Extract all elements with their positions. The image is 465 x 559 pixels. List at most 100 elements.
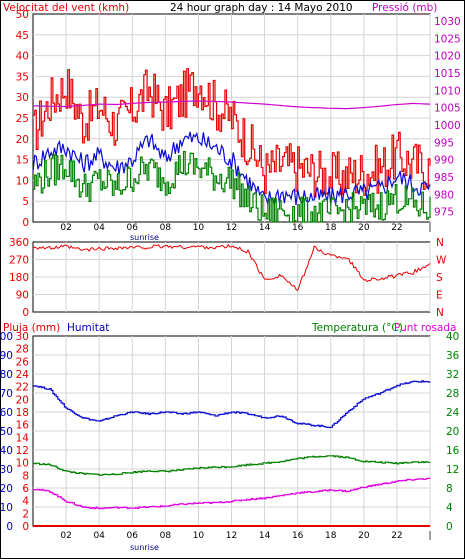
x-tick-label: 18 [325, 223, 337, 233]
compass-tick-label: E [436, 290, 443, 302]
series-direction [32, 243, 431, 292]
rain-tick-label: 22 [16, 382, 29, 394]
x-tick-label: 12 [226, 531, 237, 541]
direction-tick-label: 0 [22, 307, 29, 319]
humidity-tick-label: 90 [0, 350, 13, 362]
pressure-axis-title: Pressió (mb) [372, 2, 437, 14]
rain-tick-label: 24 [16, 369, 30, 381]
x-tick-label: 08 [160, 223, 172, 233]
x-tick-label: 22 [391, 223, 402, 233]
direction-tick-label: 270 [9, 255, 29, 267]
direction-tick-label: 180 [9, 272, 29, 284]
temperature-tick-label: 4 [446, 502, 453, 514]
temperature-tick-label: 36 [446, 350, 460, 362]
x-tick-label: 04 [93, 531, 105, 541]
wind-tick-label: 35 [16, 71, 29, 83]
rain-tick-label: 4 [22, 496, 29, 508]
rain-tick-label: 18 [16, 407, 29, 419]
humidity-tick-label: 40 [0, 445, 13, 457]
temperature-tick-label: 32 [446, 369, 459, 381]
x-tick-label: 20 [358, 223, 370, 233]
x-tick-label: 20 [358, 531, 370, 541]
rain-tick-label: 8 [22, 470, 29, 482]
dewpoint-axis-title: Punt rosada [394, 322, 456, 334]
temperature-axis-title: Temperatura (°C) [311, 322, 403, 334]
wind-tick-label: 10 [16, 175, 29, 187]
wind-direction-grid [33, 242, 431, 312]
wind-tick-label: 5 [22, 196, 29, 208]
pressure-tick-label: 1010 [434, 85, 461, 97]
wind-pressure-grid [33, 14, 431, 222]
wind-axis-title: Velocitat del vent (kmh) [3, 2, 129, 14]
pressure-tick-label: 1020 [434, 51, 461, 63]
rain-tick-label: 12 [16, 445, 29, 457]
pressure-tick-label: 1000 [434, 120, 461, 132]
rain-humidity-temp-series [33, 380, 431, 527]
humidity-tick-label: 60 [0, 407, 13, 419]
rain-tick-label: 30 [16, 331, 29, 343]
humidity-tick-label: 20 [0, 483, 13, 495]
x-tick-label: 08 [160, 531, 172, 541]
series-wind_gust [33, 68, 431, 198]
pressure-tick-label: 1005 [434, 103, 461, 115]
temperature-tick-label: 24 [446, 407, 460, 419]
compass-tick-label: N [436, 237, 444, 249]
humidity-tick-label: 30 [0, 464, 13, 476]
x-tick-label: 16 [292, 531, 304, 541]
x-tick-label: 14 [259, 223, 271, 233]
series-humidity [33, 380, 431, 429]
x-tick-label: 16 [292, 223, 304, 233]
temperature-axis-ticks: 0 4 8 12 16 20 24 28 32 36 40 [446, 331, 460, 533]
x-tick-label: 06 [127, 531, 139, 541]
wind-pressure-series [32, 68, 431, 223]
direction-tick-label: 360 [9, 237, 29, 249]
series-wind_low [33, 151, 431, 223]
compass-tick-label: S [436, 272, 443, 284]
rain-tick-label: 10 [16, 458, 29, 470]
humidity-tick-label: 100 [0, 331, 13, 343]
x-tick-label: | [428, 531, 431, 541]
pressure-tick-label: 980 [434, 189, 454, 201]
pressure-tick-label: 990 [434, 155, 454, 167]
rain-tick-label: 6 [22, 483, 29, 495]
rain-tick-label: 14 [16, 432, 30, 444]
wind-x-axis-ticks: 02 04 06 08 10 12 14 16 18 20 22 | [60, 223, 431, 233]
temperature-tick-label: 16 [446, 445, 460, 457]
temperature-tick-label: 40 [446, 331, 459, 343]
temperature-tick-label: 12 [446, 464, 459, 476]
rain-tick-label: 28 [16, 344, 29, 356]
pressure-tick-label: 1030 [434, 16, 461, 28]
direction-degree-ticks: 0 90 180 270 360 [9, 237, 29, 319]
x-tick-label: | [428, 223, 431, 233]
rain-tick-label: 2 [22, 508, 29, 520]
wind-tick-label: 50 [16, 9, 29, 21]
sunrise-label-1: sunrise [130, 233, 159, 242]
sunrise-label-2: sunrise [130, 543, 159, 552]
humidity-axis-title: Humitat [67, 322, 109, 334]
x-tick-label: 14 [259, 531, 271, 541]
rain-tick-label: 0 [22, 521, 29, 533]
humidity-tick-label: 70 [0, 388, 13, 400]
rain-tick-label: 16 [16, 420, 30, 432]
wind-tick-label: 15 [16, 155, 29, 167]
wind-tick-label: 0 [22, 217, 29, 229]
x-tick-label: 04 [93, 223, 105, 233]
wind-tick-label: 40 [16, 51, 29, 63]
pressure-tick-label: 995 [434, 137, 454, 149]
series-dewpoint [33, 477, 431, 510]
direction-tick-label: 90 [16, 290, 29, 302]
rain-humidity-axis-ticks: 0102030405060708090100024681012141618202… [0, 331, 29, 533]
x-tick-label: 10 [193, 531, 205, 541]
series-pressure [33, 100, 431, 110]
pressure-tick-label: 975 [434, 207, 454, 219]
x-tick-label: 02 [60, 531, 71, 541]
temperature-tick-label: 20 [446, 426, 459, 438]
compass-tick-label: W [436, 255, 447, 267]
temperature-tick-label: 28 [446, 388, 459, 400]
temperature-tick-label: 8 [446, 483, 453, 495]
x-tick-label: 22 [391, 531, 402, 541]
x-tick-label: 06 [127, 223, 139, 233]
rain-tick-label: 26 [16, 356, 30, 368]
